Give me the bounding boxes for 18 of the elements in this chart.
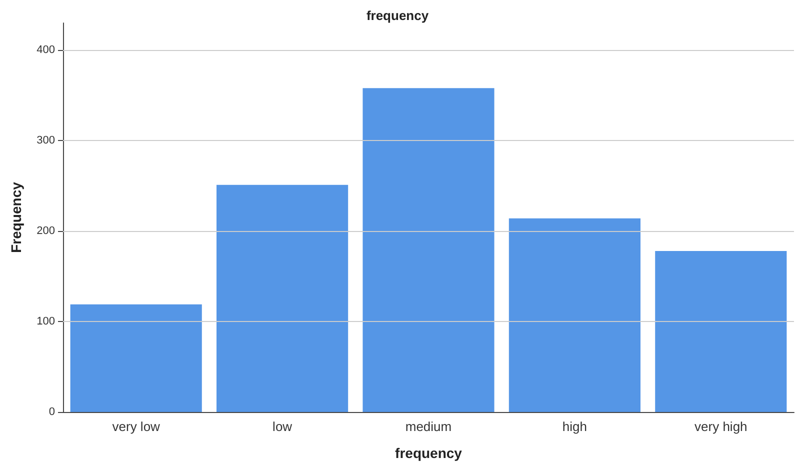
bar bbox=[362, 88, 494, 412]
x-tick-label: very low bbox=[112, 419, 161, 434]
y-tick-label: 0 bbox=[48, 406, 55, 418]
x-tick-label: high bbox=[562, 419, 587, 434]
x-tick-label: very high bbox=[694, 419, 748, 434]
bar bbox=[655, 250, 787, 412]
y-tick-label: 300 bbox=[36, 134, 55, 147]
x-tick-label: low bbox=[272, 419, 293, 434]
bar bbox=[508, 218, 640, 412]
y-axis-title: Frequency bbox=[8, 182, 24, 253]
chart-title: frequency bbox=[366, 8, 430, 23]
bar bbox=[70, 304, 202, 412]
x-tick-label: medium bbox=[405, 419, 452, 434]
bar bbox=[216, 184, 348, 412]
y-tick-label: 200 bbox=[36, 225, 55, 238]
y-tick-label: 400 bbox=[36, 44, 55, 56]
y-tick-label: 100 bbox=[36, 316, 55, 328]
x-axis-title: frequency bbox=[395, 445, 462, 461]
